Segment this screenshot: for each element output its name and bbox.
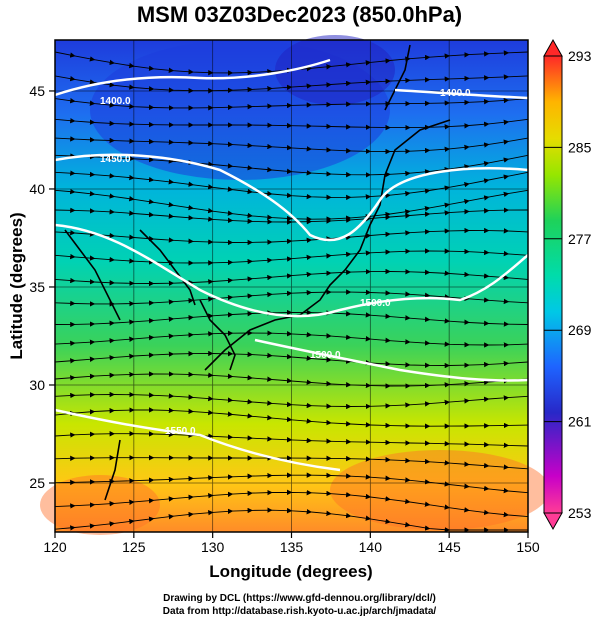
y-tick-label: 35 <box>29 279 45 295</box>
streamline <box>54 371 529 389</box>
x-axis-label: Longitude (degrees) <box>209 562 372 581</box>
y-tick-label: 40 <box>29 181 45 197</box>
x-tick-label: 130 <box>201 539 225 555</box>
streamline <box>54 330 529 348</box>
contour-label-3: 1450.0 <box>100 154 131 165</box>
colorbar-label: 285 <box>568 139 592 155</box>
streamline <box>54 268 529 287</box>
credits: Drawing by DCL (https://www.gfd-dennou.o… <box>0 592 599 618</box>
streamline <box>54 289 529 307</box>
colorbar: 293 285 277 269 261 253 <box>543 38 592 531</box>
colorbar-label: 253 <box>568 505 592 521</box>
y-tick-label: 25 <box>29 475 45 491</box>
y-axis-label: Latitude (degrees) <box>7 212 26 359</box>
x-tick-label: 150 <box>516 539 540 555</box>
y-tick-label: 30 <box>29 377 45 393</box>
x-tick-label: 125 <box>122 539 146 555</box>
contour-label-1: 1400.0 <box>100 96 131 107</box>
colorbar-label: 277 <box>568 231 592 247</box>
plot-title: MSM 03Z03Dec2023 (850.0hPa) <box>136 2 463 27</box>
colorbar-label: 261 <box>568 414 592 430</box>
streamline <box>54 391 529 410</box>
streamline <box>54 207 529 225</box>
streamline <box>54 118 529 131</box>
colorbar-body <box>543 55 563 514</box>
streamline <box>54 430 529 448</box>
x-tick-label: 135 <box>280 539 304 555</box>
colorbar-label: 293 <box>568 48 592 64</box>
contour-label-4: 1500.0 <box>360 298 391 309</box>
contour-labels: 1400.0 1400.0 1450.0 1500.0 1500.0 1550.… <box>100 88 471 437</box>
x-tick-label: 145 <box>437 539 461 555</box>
contour-label-5: 1500.0 <box>310 350 341 361</box>
colorbar-label: 269 <box>568 322 592 338</box>
colorbar-bottom-triangle <box>543 512 563 531</box>
x-axis-ticks: 120 125 130 135 140 145 150 <box>43 532 540 555</box>
colorbar-top-triangle <box>543 38 563 57</box>
y-axis-ticks: 25 30 35 40 45 <box>29 83 55 491</box>
streamline <box>54 309 529 328</box>
streamline <box>54 407 529 429</box>
coastlines <box>64 44 451 501</box>
height-contours <box>54 58 529 472</box>
y-tick-label: 45 <box>29 83 45 99</box>
warm-region-west <box>40 475 160 535</box>
x-tick-label: 120 <box>43 539 67 555</box>
colorbar-ticks: 293 285 277 269 261 253 <box>544 48 592 521</box>
x-tick-label: 140 <box>359 539 383 555</box>
credit-line-2: Data from http://database.rish.kyoto-u.a… <box>162 606 437 617</box>
streamline <box>54 97 529 111</box>
streamline <box>54 472 529 494</box>
streamline <box>54 454 529 470</box>
credit-line-1: Drawing by DCL (https://www.gfd-dennou.o… <box>163 593 436 604</box>
streamline <box>54 350 529 369</box>
streamline <box>54 227 529 246</box>
wind-streamlines <box>54 50 529 533</box>
streamline <box>54 507 528 533</box>
streamline <box>54 74 529 94</box>
streamline <box>54 248 529 266</box>
contour-label-2: 1400.0 <box>440 88 471 99</box>
contour-label-6: 1550.0 <box>165 426 196 437</box>
streamline <box>54 136 529 155</box>
